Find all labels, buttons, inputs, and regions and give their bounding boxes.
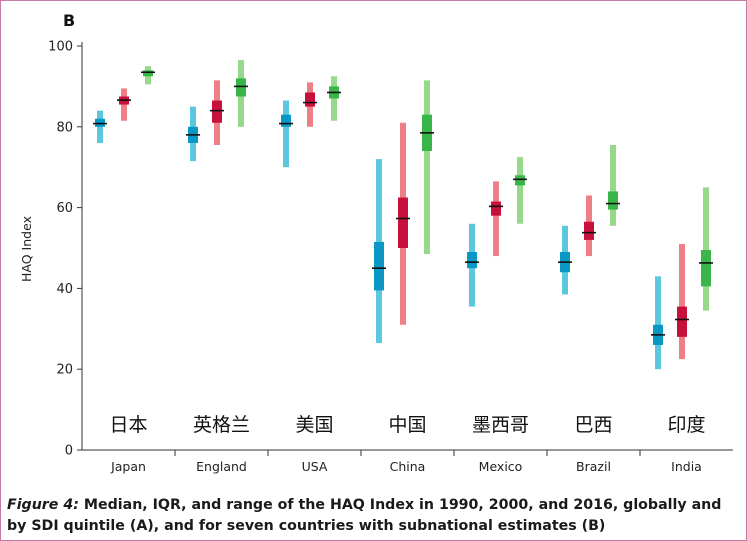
- haq-range-chart: B HAQ Index 0 20 40 60 80 100 日本 Japan 英格兰 Englan…: [19, 11, 733, 474]
- y-tick-label: 60: [56, 201, 73, 216]
- panel-label: B: [63, 11, 75, 30]
- country-annotation: 中国: [388, 414, 426, 436]
- iqr-bar-2016-mexico: [515, 175, 525, 186]
- iqr-bar-2000-england: [212, 100, 222, 123]
- range-bar-2016-china: [424, 80, 430, 255]
- iqr-bar-1990-usa: [281, 114, 291, 127]
- country-annotation: 日本: [109, 414, 147, 436]
- range-bar-2000-india: [679, 243, 685, 360]
- iqr-bar-2000-usa: [305, 92, 315, 107]
- y-tick-label: 100: [48, 40, 73, 55]
- x-category-label: USA: [302, 459, 328, 474]
- iqr-bar-2016-india: [701, 250, 711, 287]
- y-tick-label: 40: [56, 282, 73, 297]
- iqr-bar-2016-england: [236, 78, 246, 97]
- iqr-bar-2000-china: [398, 197, 408, 248]
- range-bar-1990-usa: [283, 100, 289, 168]
- caption-text: Median, IQR, and range of the HAQ Index …: [7, 497, 722, 534]
- plot-area: 0 20 40 60 80 100 日本 Japan 英格兰 England 美国 USA 中国 Chin…: [48, 40, 733, 474]
- y-axis-label: HAQ Index: [19, 216, 34, 282]
- y-tick-label: 20: [56, 363, 73, 378]
- figure-caption: Figure 4: Median, IQR, and range of the …: [7, 495, 742, 537]
- range-bar-2016-mexico: [517, 157, 523, 224]
- iqr-bar-2000-brazil: [584, 221, 594, 240]
- country-annotation: 美国: [295, 414, 333, 436]
- x-category-label: India: [671, 459, 702, 474]
- iqr-bar-2000-india: [677, 306, 687, 337]
- x-category-label: England: [196, 459, 247, 474]
- y-tick-label: 80: [56, 120, 73, 135]
- x-category-label: Japan: [110, 459, 146, 474]
- iqr-bar-2016-brazil: [608, 191, 618, 210]
- iqr-bar-1990-china: [374, 241, 384, 291]
- iqr-bar-1990-japan: [95, 118, 105, 127]
- country-annotation: 印度: [667, 414, 705, 436]
- range-bar-2016-india: [703, 187, 709, 311]
- iqr-bar-1990-mexico: [467, 252, 477, 269]
- range-bar-2000-mexico: [493, 181, 499, 257]
- x-category-label: Mexico: [479, 459, 523, 474]
- range-bar-2016-brazil: [610, 144, 616, 226]
- caption-figure-label: Figure 4:: [7, 497, 79, 513]
- range-bar-1990-india: [655, 276, 661, 370]
- iqr-bar-2000-mexico: [491, 201, 501, 216]
- iqr-bar-2016-japan: [143, 70, 153, 77]
- country-annotation: 巴西: [574, 414, 612, 436]
- x-category-label: China: [390, 459, 426, 474]
- y-tick-label: 0: [65, 444, 73, 459]
- country-annotation: 英格兰: [193, 414, 250, 436]
- x-category-label: Brazil: [576, 459, 611, 474]
- country-annotation: 墨西哥: [472, 414, 529, 436]
